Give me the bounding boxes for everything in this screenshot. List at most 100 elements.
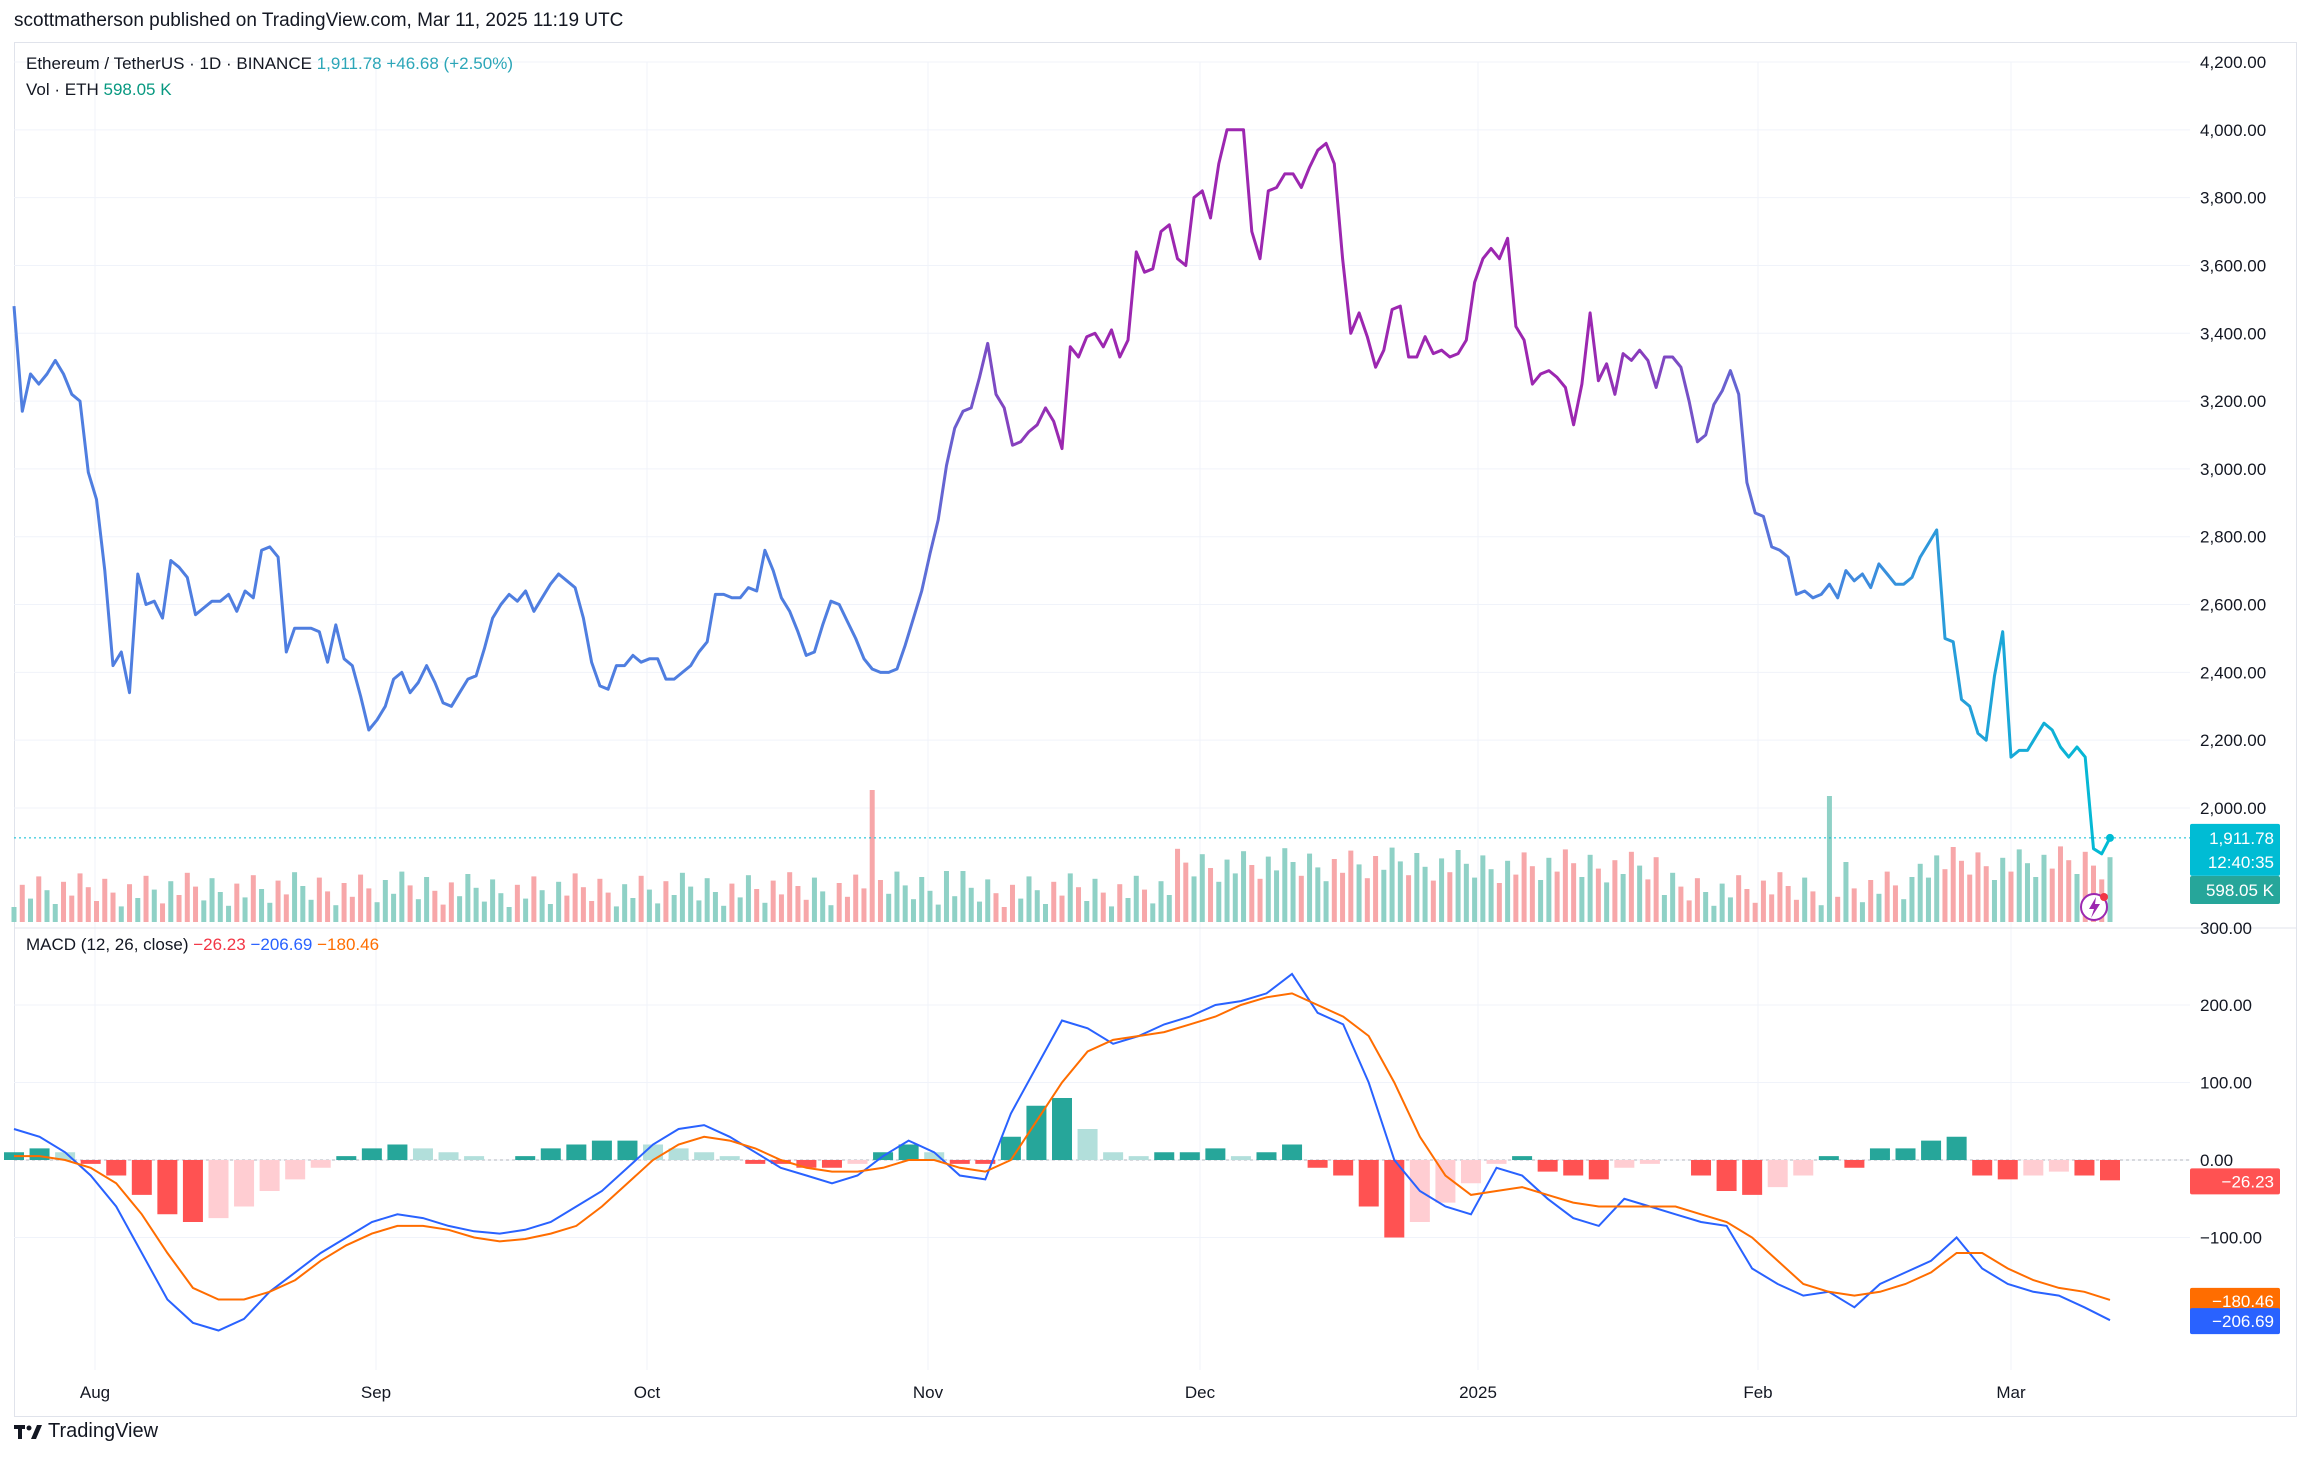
signal-line[interactable]	[14, 992, 2111, 1301]
volume-bar	[2041, 854, 2047, 922]
volume-bar	[300, 886, 306, 922]
volume-bar	[1661, 895, 1667, 922]
macd-histogram-bar	[1793, 1160, 1814, 1176]
volume-bar	[1216, 881, 1222, 922]
macd-histogram-bar	[566, 1144, 587, 1160]
volume-bar	[1876, 893, 1882, 922]
volume-bar	[803, 899, 809, 922]
volume-bar	[1496, 883, 1502, 922]
volume-bar	[1909, 877, 1915, 922]
change-label: +46.68 (+2.50%)	[386, 54, 513, 73]
volume-bar	[836, 883, 842, 922]
volume-bar	[1455, 850, 1461, 922]
volume-bar	[1703, 892, 1709, 922]
volume-bar	[1595, 868, 1601, 922]
volume-bar	[1678, 886, 1684, 922]
volume-bar	[11, 907, 17, 922]
volume-bar	[440, 904, 446, 922]
volume-bar	[94, 901, 100, 922]
volume-bar	[1331, 859, 1337, 922]
volume-bar	[902, 885, 908, 922]
volume-bar	[110, 892, 116, 922]
volume-bar	[1884, 871, 1890, 922]
volume-bar	[391, 893, 397, 922]
volume-bar	[721, 905, 727, 922]
macd-histogram-bar	[1844, 1160, 1865, 1168]
tradingview-brand[interactable]: TradingView	[14, 1420, 158, 1443]
volume-bar	[935, 904, 941, 922]
volume-bar	[19, 884, 25, 922]
macd-line[interactable]	[13, 972, 2111, 1332]
volume-bar	[1241, 851, 1247, 922]
volume-bar	[1175, 848, 1181, 922]
macd-histogram-bar	[1230, 1156, 1251, 1160]
volume-bar	[1447, 872, 1453, 922]
volume-bar	[1521, 852, 1527, 922]
volume-bar	[869, 790, 875, 922]
volume-bar	[209, 878, 215, 922]
volume-bar	[2016, 849, 2022, 922]
volume-bar	[226, 905, 232, 922]
volume-bar	[432, 890, 438, 922]
macd-histogram-bar	[464, 1156, 485, 1160]
macd-histogram-bar	[1435, 1160, 1456, 1203]
volume-bar	[1612, 860, 1618, 922]
volume-bar	[424, 877, 430, 922]
volume-bar	[399, 871, 405, 922]
volume-bar	[1760, 880, 1766, 922]
price-tick-label: 4,000.00	[2200, 121, 2266, 140]
macd-hist-badge-text: −26.23	[2222, 1172, 2274, 1191]
volume-bar	[1356, 864, 1362, 922]
volume-bar	[259, 889, 265, 922]
volume-bar	[127, 884, 133, 922]
macd-histogram-bar	[1767, 1160, 1788, 1188]
volume-bar	[1480, 855, 1486, 922]
volume-bar	[1628, 851, 1634, 922]
macd-histogram-bar	[1614, 1160, 1635, 1168]
price-line[interactable]	[12, 128, 2112, 856]
price-tick-label-partial: 300.00	[2200, 919, 2252, 938]
macd-histogram-bar	[1818, 1156, 1839, 1160]
last-price-label: 1,911.78	[316, 54, 382, 73]
macd-histogram-bar	[2100, 1160, 2120, 1181]
volume-bar	[597, 878, 603, 922]
macd-histogram-bar	[745, 1160, 766, 1164]
volume-bar	[1166, 895, 1172, 922]
volume-bar	[2049, 868, 2055, 922]
volume-bar	[1381, 869, 1387, 922]
volume-bar	[242, 897, 248, 922]
x-tick-label: Aug	[80, 1383, 110, 1402]
price-tick-label: 2,200.00	[2200, 731, 2266, 750]
macd-histogram-bar	[949, 1160, 970, 1164]
volume-bar	[506, 907, 512, 922]
volume-bar	[2082, 851, 2088, 922]
volume-bar	[754, 889, 760, 922]
macd-histogram-bar	[361, 1148, 382, 1160]
macd-histogram-bar	[310, 1160, 331, 1168]
volume-bar	[1389, 847, 1395, 922]
macd-histogram-bar	[1384, 1160, 1405, 1238]
volume-bar	[1513, 874, 1519, 922]
volume-bar	[457, 896, 463, 922]
macd-histogram-bar	[975, 1160, 996, 1164]
volume-bar	[2024, 863, 2030, 922]
volume-legend: Vol · ETH 598.05 K	[26, 80, 172, 100]
macd-histogram-bar	[387, 1144, 408, 1160]
volume-bar	[1183, 862, 1189, 922]
volume-bar	[448, 882, 454, 922]
volume-label[interactable]: Vol · ETH	[26, 80, 99, 99]
volume-bar	[2000, 857, 2006, 922]
chart-frame	[14, 42, 2297, 1417]
volume-bar	[1150, 903, 1156, 922]
volume-bar	[1315, 867, 1321, 922]
macd-label[interactable]: MACD (12, 26, close)	[26, 935, 189, 954]
macd-histogram-bar	[694, 1152, 715, 1160]
volume-bar	[1158, 881, 1164, 922]
tradingview-logo-icon	[14, 1424, 42, 1439]
volume-bar	[77, 873, 83, 922]
macd-histogram-bar	[1588, 1160, 1609, 1180]
volume-bar	[1364, 878, 1370, 922]
symbol-label[interactable]: Ethereum / TetherUS · 1D · BINANCE	[26, 54, 312, 73]
volume-bar	[976, 901, 982, 922]
